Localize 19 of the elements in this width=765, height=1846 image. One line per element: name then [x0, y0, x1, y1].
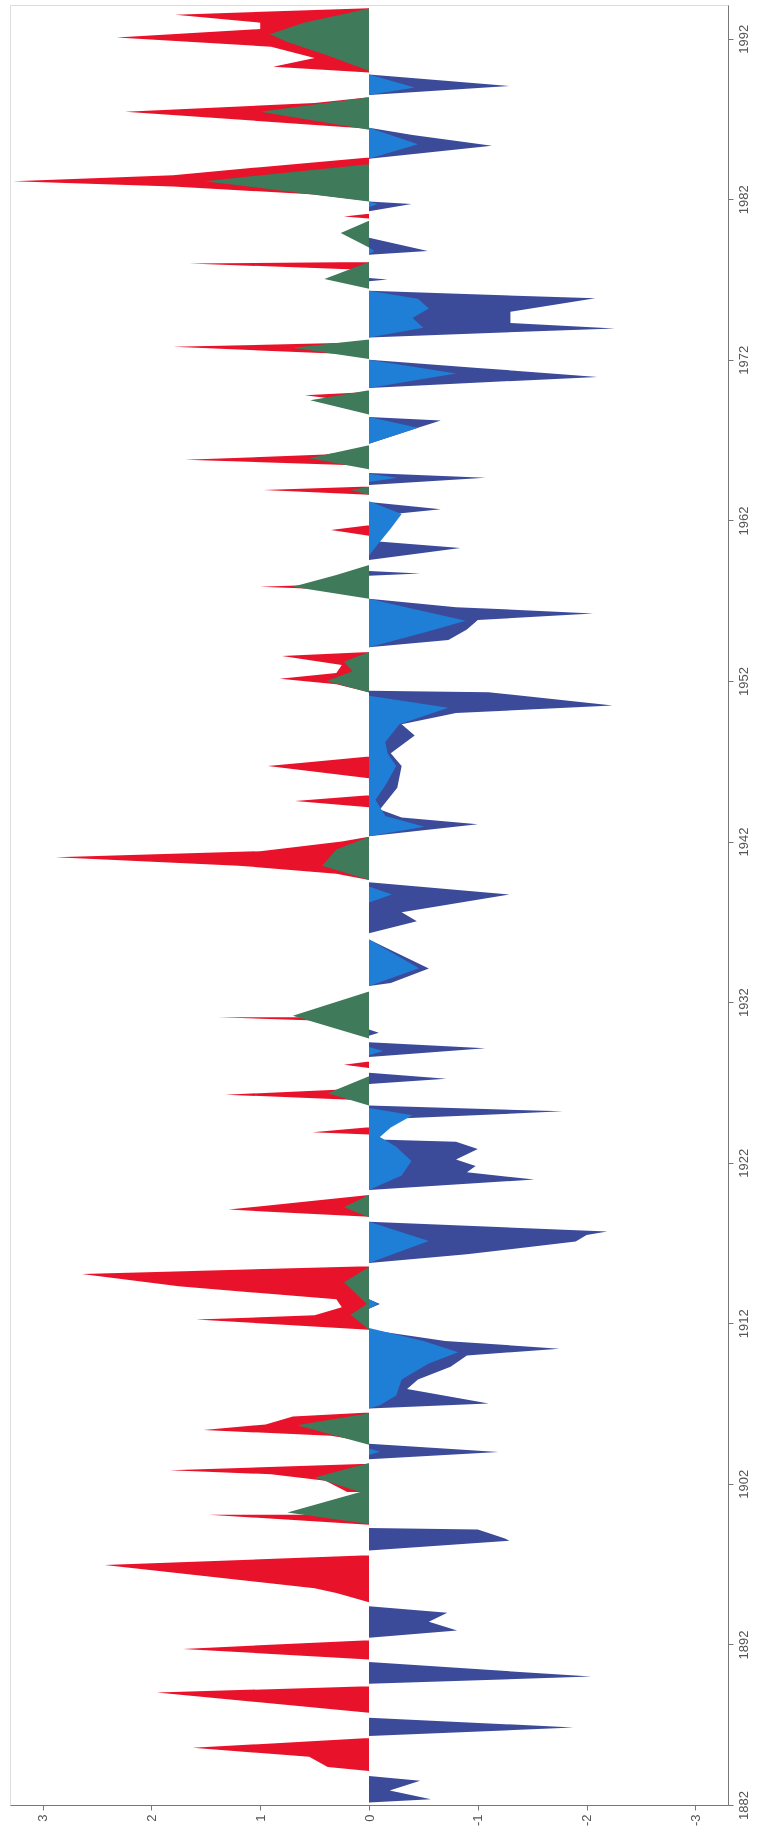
x-tick-label: 1	[252, 1814, 268, 1822]
y-tick-label: 1982	[735, 185, 751, 215]
y-tick-label: 1882	[735, 1791, 751, 1820]
x-tick-label: -3	[687, 1814, 703, 1827]
y-tick-label: 1952	[735, 667, 751, 696]
y-tick-label: 1912	[735, 1309, 751, 1339]
y-tick-label: 1902	[735, 1469, 751, 1499]
y-tick-label: 1972	[735, 345, 751, 375]
x-tick-label: 3	[35, 1814, 51, 1822]
y-tick-label: 1942	[735, 827, 751, 857]
y-tick-label: 1892	[735, 1630, 751, 1660]
y-tick-label: 1992	[735, 24, 751, 54]
y-tick-label: 1932	[735, 988, 751, 1018]
x-tick-label: 2	[143, 1814, 159, 1822]
y-tick-label: 1922	[735, 1148, 751, 1178]
x-tick-label: 0	[361, 1814, 377, 1822]
x-tick-label: -2	[579, 1814, 595, 1827]
x-tick-label: -1	[470, 1814, 486, 1827]
y-tick-label: 1962	[735, 506, 751, 536]
